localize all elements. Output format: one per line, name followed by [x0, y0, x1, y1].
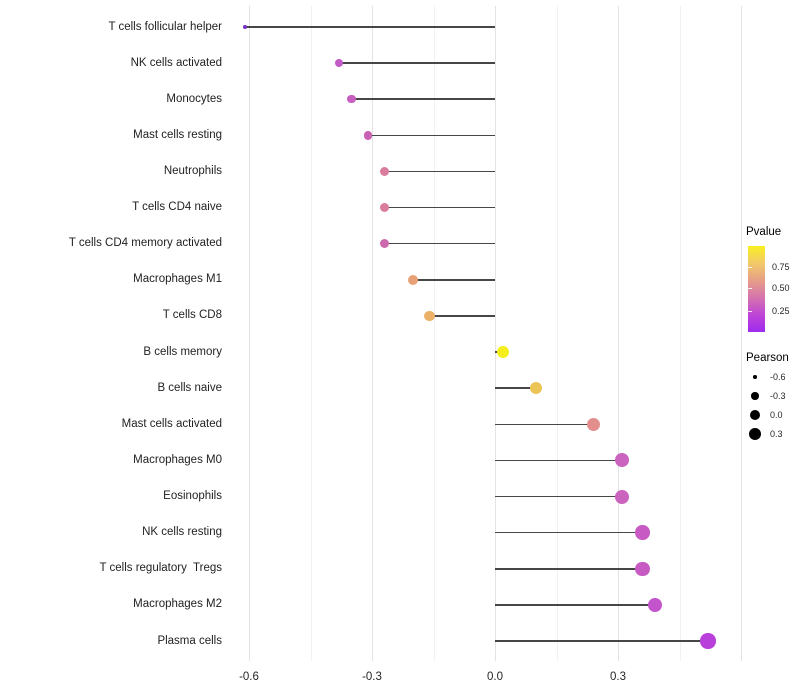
category-label: B cells naive [157, 381, 222, 394]
gridline-minor [679, 6, 681, 661]
lollipop-dot [497, 346, 510, 359]
lollipop-stem [429, 315, 495, 317]
x-tick-label: 0.0 [487, 671, 503, 683]
gridline-major [249, 6, 250, 661]
x-tick-label: 0.3 [610, 671, 626, 683]
pearson-legend-dot [749, 428, 761, 440]
legend-pearson: Pearson -0.6 -0.3 0.0 0.3 [746, 352, 800, 462]
x-tick-label: -0.3 [362, 671, 382, 683]
colorbar-tickmark [748, 311, 752, 313]
category-label: NK cells activated [130, 56, 222, 69]
lollipop-dot [379, 166, 389, 177]
gridline-major [618, 6, 619, 661]
lollipop-stem [495, 459, 623, 462]
lollipop-dot [635, 525, 650, 540]
category-label: Plasma cells [157, 634, 222, 647]
pearson-legend-label: 0.0 [770, 410, 783, 420]
lollipop-dot [347, 95, 356, 104]
lollipop-stem [384, 242, 495, 245]
gridline-minor [556, 6, 558, 661]
pearson-legend-dot [750, 410, 760, 420]
category-label: T cells CD4 memory activated [68, 237, 222, 250]
gridline-major [372, 6, 373, 661]
lollipop-dot [363, 130, 373, 140]
category-label: T cells CD4 naive [132, 201, 222, 214]
lollipop-stem [384, 170, 495, 173]
lollipop-dot [408, 274, 418, 285]
lollipop-stem [495, 423, 594, 426]
lollipop-dot [335, 59, 344, 68]
lollipop-stem [367, 134, 495, 137]
lollipop-stem [413, 279, 495, 281]
category-label: NK cells resting [142, 526, 222, 539]
category-label: T cells CD8 [162, 309, 222, 322]
lollipop-stem [495, 531, 643, 534]
category-label: Mast cells resting [133, 128, 222, 141]
category-label: Monocytes [166, 92, 222, 105]
colorbar-tick-label: 0.75 [772, 261, 790, 272]
lollipop-dot [635, 561, 650, 576]
category-label: B cells memory [143, 345, 222, 358]
colorbar-tickmark [748, 288, 752, 290]
category-label: Macrophages M0 [133, 453, 222, 466]
pearson-legend-label: -0.3 [770, 391, 786, 401]
category-label: Macrophages M1 [133, 273, 222, 286]
gridline-major [741, 6, 742, 661]
lollipop-dot [529, 381, 543, 395]
lollipop-dot [700, 633, 716, 649]
legend-pvalue-title: Pvalue [746, 226, 782, 238]
category-label: T cells regulatory Tregs [99, 562, 222, 575]
colorbar-tick-label: 0.50 [772, 283, 790, 294]
lollipop-stem [495, 640, 709, 642]
lollipop-dot [242, 24, 247, 30]
category-label: Mast cells activated [121, 417, 222, 430]
lollipop-stem [351, 98, 495, 100]
legend-pvalue: Pvalue 0.75 0.50 0.25 [746, 226, 800, 346]
gridline-minor [433, 6, 435, 661]
lollipop-dot [647, 597, 663, 613]
lollipop-stem [339, 62, 495, 64]
pearson-legend-dot [753, 375, 757, 379]
lollipop-dot [379, 202, 389, 213]
lollipop-stem [495, 568, 643, 570]
lollipop-dot [424, 310, 435, 322]
gridline-minor [310, 6, 312, 661]
lollipop-stem [495, 387, 536, 389]
lollipop-dot [379, 239, 389, 249]
lollipop-stem [244, 26, 495, 28]
pvalue-colorbar [748, 246, 765, 332]
colorbar-tickmark [748, 266, 752, 268]
pearson-legend-label: 0.3 [770, 429, 783, 439]
lollipop-dot [615, 489, 630, 504]
lollipop-stem [495, 495, 623, 498]
legend-pearson-title: Pearson [746, 352, 789, 364]
lollipop-dot [586, 417, 601, 432]
colorbar-tick-label: 0.25 [772, 306, 790, 317]
x-tick-label: -0.6 [239, 671, 259, 683]
lollipop-stem [384, 206, 495, 209]
category-label: Neutrophils [163, 164, 222, 177]
pearson-legend-label: -0.6 [770, 372, 786, 382]
lollipop-dot [615, 453, 630, 468]
category-label: Macrophages M2 [133, 598, 222, 611]
category-label: T cells follicular helper [108, 20, 222, 33]
lollipop-stem [495, 604, 655, 606]
gridline-major [495, 6, 496, 661]
category-label: Eosinophils [163, 490, 222, 503]
pearson-legend-dot [751, 392, 759, 400]
